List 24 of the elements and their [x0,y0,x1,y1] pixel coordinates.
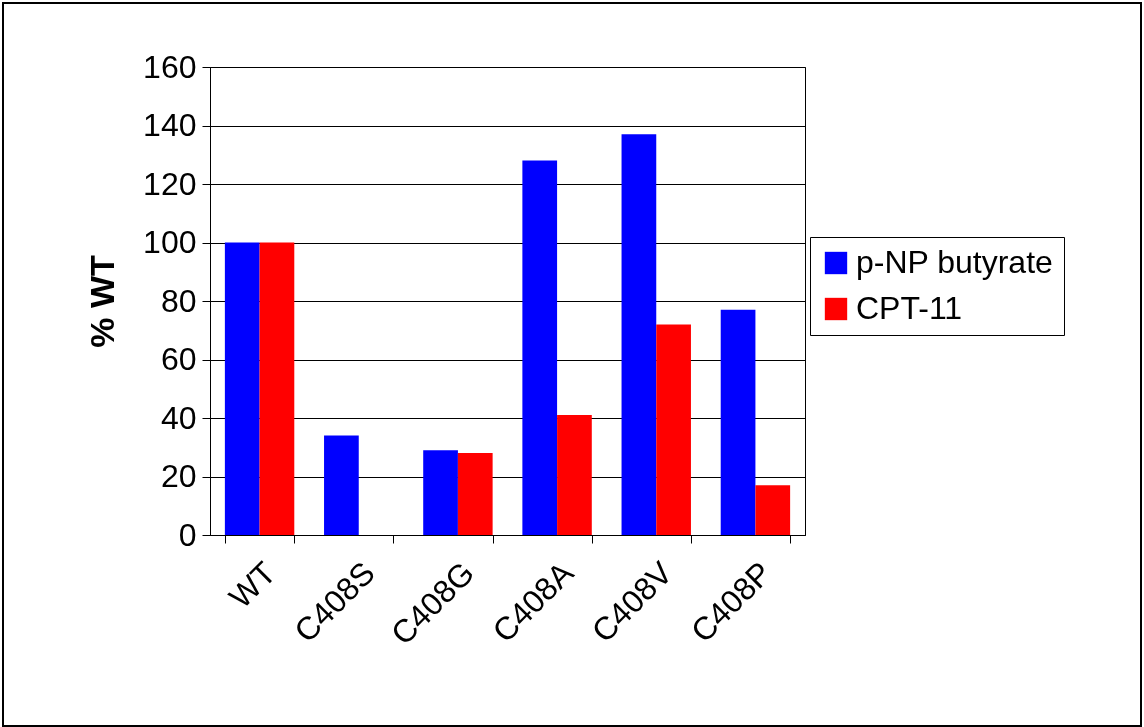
bar [522,160,558,535]
x-tick-label: WT [222,554,283,616]
bar [557,415,592,535]
bar [259,242,295,535]
y-tick-label: 40 [160,399,197,436]
bar [224,242,260,535]
y-tick-label: 100 [143,224,197,260]
bar [755,485,791,535]
bar [324,435,359,535]
y-tick-label: 0 [178,516,197,553]
y-tick-label: 160 [143,48,197,85]
y-tick-label: 80 [160,282,197,319]
y-tick-label: 60 [160,341,197,377]
bar [621,134,657,535]
bar [457,453,493,535]
y-tick-label: 140 [143,107,197,143]
legend-label: p-NP butyrate [856,244,1053,280]
y-tick-label: 120 [143,165,197,202]
legend-label: CPT-11 [856,290,963,326]
y-tick-label: 20 [160,458,197,494]
bar [423,450,458,535]
bar [656,324,691,535]
y-axis-title: % WT [83,255,122,348]
bar [720,309,756,535]
